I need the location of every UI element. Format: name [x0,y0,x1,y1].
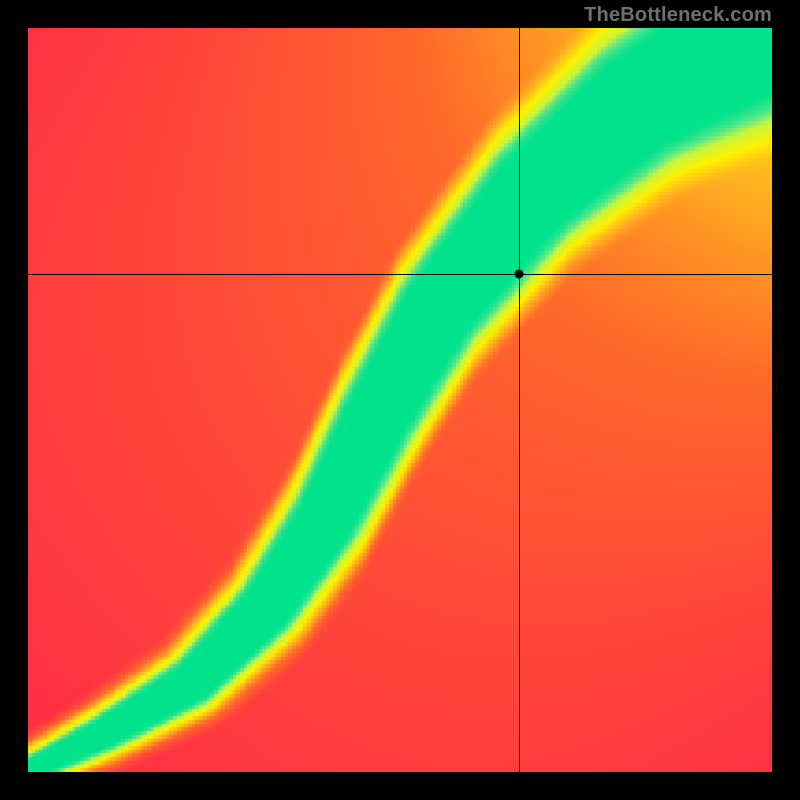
crosshair-dot [515,269,524,278]
crosshair-vertical-line [519,28,520,772]
plot-area [28,28,772,772]
watermark-text: TheBottleneck.com [584,4,772,27]
crosshair-horizontal-line [28,274,772,275]
heatmap-canvas [28,28,772,772]
